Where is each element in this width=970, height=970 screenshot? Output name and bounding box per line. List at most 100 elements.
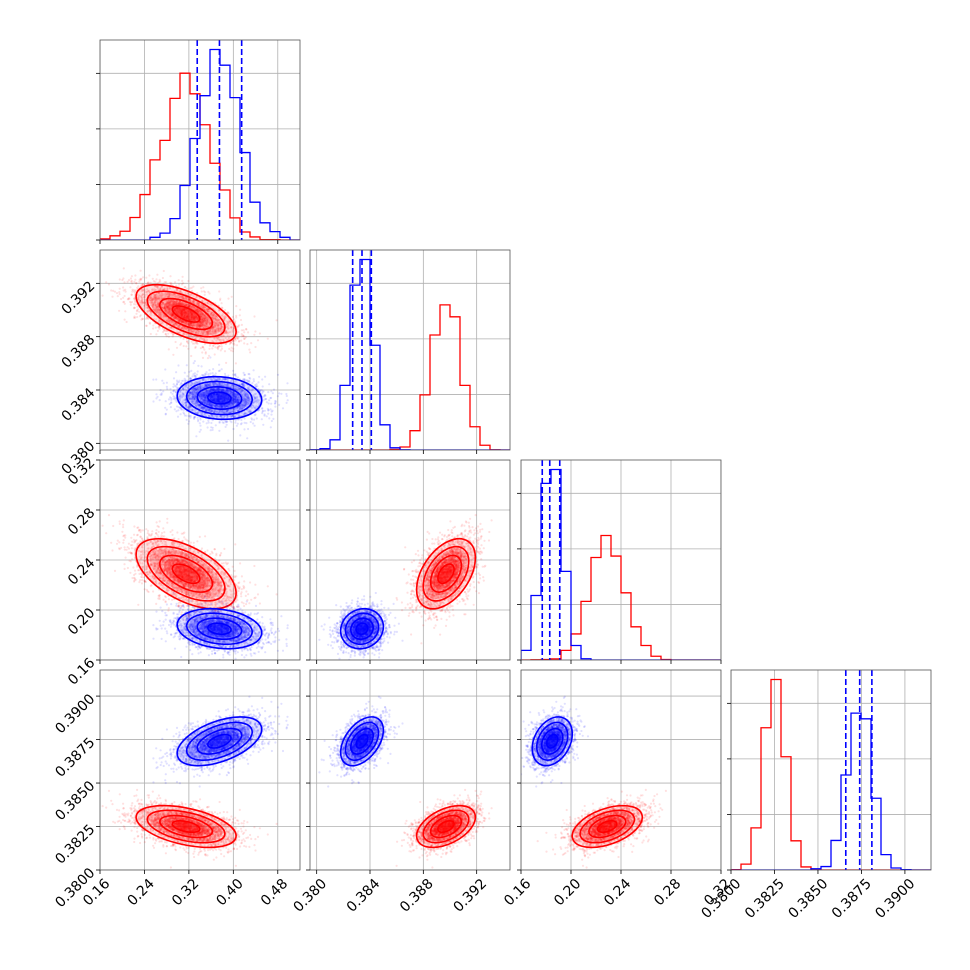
sample-point [214, 346, 217, 349]
sample-point [233, 327, 236, 330]
sample-point [174, 307, 177, 310]
sample-point [124, 290, 127, 293]
sample-point [177, 279, 180, 282]
sample-point [203, 348, 206, 351]
sample-point [174, 317, 177, 320]
sample-point [272, 417, 275, 420]
sample-point [148, 322, 152, 325]
sample-point [128, 297, 131, 300]
sample-point [203, 293, 206, 296]
sample-point [188, 314, 191, 317]
sample-point [168, 402, 171, 406]
sample-point [199, 311, 202, 314]
sample-point [191, 342, 195, 345]
sample-point [196, 342, 199, 345]
sample-point [173, 307, 176, 310]
sample-point [160, 313, 163, 316]
sample-point [156, 286, 159, 289]
sample-point [182, 307, 185, 310]
sample-point [200, 311, 203, 314]
sample-point [169, 387, 172, 391]
sample-point [166, 306, 169, 309]
sample-point [148, 299, 151, 302]
sample-point [185, 315, 189, 318]
sample-point [172, 316, 175, 320]
sample-point [176, 415, 180, 418]
sample-point [172, 315, 175, 318]
sample-point [192, 322, 195, 325]
sample-point [187, 323, 190, 326]
sample-point [182, 337, 185, 341]
sample-point [185, 315, 188, 318]
sample-point [158, 281, 161, 284]
sample-point [204, 352, 207, 355]
sample-point [175, 301, 178, 304]
sample-point [183, 316, 186, 319]
sample-point [214, 328, 217, 331]
sample-point [142, 276, 145, 279]
sample-point [163, 329, 166, 332]
sample-point [227, 331, 230, 334]
sample-point [162, 314, 165, 317]
sample-point [188, 315, 191, 318]
sample-point [198, 325, 201, 329]
sample-point [245, 422, 248, 425]
sample-point [172, 302, 175, 305]
sample-point [151, 298, 155, 301]
sample-point [126, 280, 129, 283]
sample-point [182, 344, 185, 348]
sample-point [183, 297, 186, 300]
sample-point [145, 324, 148, 327]
sample-point [197, 308, 200, 311]
sample-point [172, 322, 175, 325]
sample-point [133, 280, 136, 283]
sample-point [268, 417, 271, 420]
sample-point [198, 325, 201, 328]
sample-point [207, 333, 210, 336]
sample-point [113, 290, 117, 293]
sample-point [111, 295, 114, 298]
sample-point [122, 267, 125, 270]
sample-point [167, 312, 170, 315]
sample-point [178, 331, 181, 334]
sample-point [139, 301, 142, 304]
sample-point [145, 324, 148, 327]
sample-point [205, 324, 208, 327]
sample-point [146, 317, 149, 320]
sample-point [232, 342, 235, 345]
sample-point [226, 323, 229, 326]
sample-point [186, 315, 189, 318]
sample-point [269, 408, 272, 411]
sample-point [212, 323, 215, 327]
sample-point [192, 329, 196, 332]
sample-point [152, 327, 155, 330]
sample-point [280, 392, 283, 395]
sample-point [129, 300, 132, 303]
sample-point [211, 372, 214, 375]
sample-point [133, 290, 136, 293]
sample-point [170, 315, 173, 318]
sample-point [218, 420, 221, 423]
sample-point [193, 316, 196, 319]
sample-point [168, 310, 172, 313]
sample-point [149, 296, 152, 299]
sample-point [193, 324, 196, 327]
sample-point [256, 339, 260, 342]
sample-point [201, 333, 204, 336]
sample-point [146, 306, 149, 309]
sample-point [201, 324, 204, 327]
sample-point [217, 326, 220, 329]
sample-point [227, 322, 230, 325]
sample-point [160, 304, 163, 307]
sample-point [188, 329, 191, 333]
sample-point [123, 302, 126, 305]
sample-point [199, 322, 202, 325]
sample-point [153, 285, 156, 288]
sample-point [202, 323, 205, 326]
sample-point [182, 411, 185, 414]
sample-point [208, 292, 211, 295]
sample-point [192, 324, 195, 327]
sample-point [171, 299, 174, 303]
sample-point [201, 337, 204, 340]
sample-point [184, 309, 187, 312]
